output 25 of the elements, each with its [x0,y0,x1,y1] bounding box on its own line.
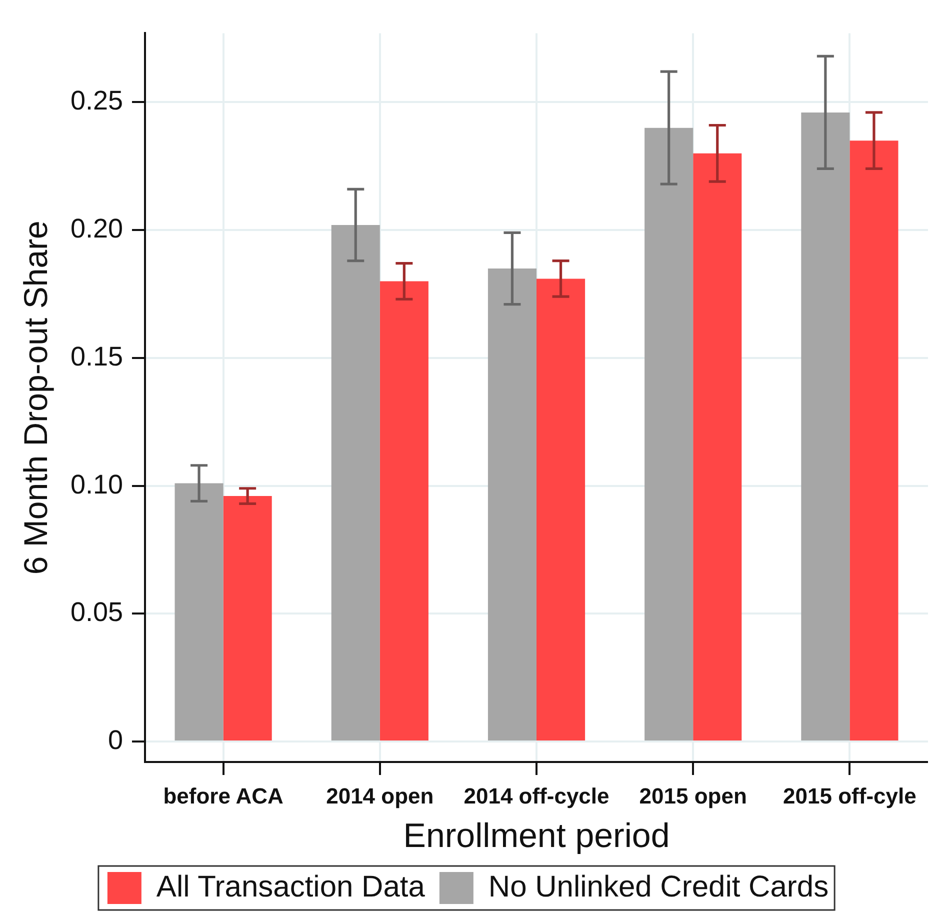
x-tick-label: 2015 off-cyle [783,783,916,808]
legend-label: No Unlinked Credit Cards [488,870,829,904]
bar [850,140,898,741]
y-axis-title: 6 Month Drop-out Share [16,220,54,575]
x-tick-label: 2014 open [326,783,434,808]
y-tick-label: 0.20 [70,214,123,244]
y-tick-label: 0.10 [70,469,123,500]
bar [331,224,380,741]
x-axis-title: Enrollment period [403,816,670,855]
bar [174,483,224,741]
bar [801,112,850,741]
y-tick-label: 0.25 [70,86,123,116]
bar [488,268,536,741]
y-tick-label: 0.15 [70,341,123,372]
legend-label: All Transaction Data [156,870,426,904]
x-tick-label: 2014 off-cycle [464,783,610,808]
y-tick-label: 0 [108,724,123,755]
x-tick-label: before ACA [163,783,284,808]
x-tick-label: 2015 open [639,783,747,808]
y-tick-label: 0.05 [70,597,123,628]
bar [223,496,272,741]
bar [536,278,586,741]
bar [644,128,694,741]
bar [693,153,742,741]
bar [380,281,428,741]
